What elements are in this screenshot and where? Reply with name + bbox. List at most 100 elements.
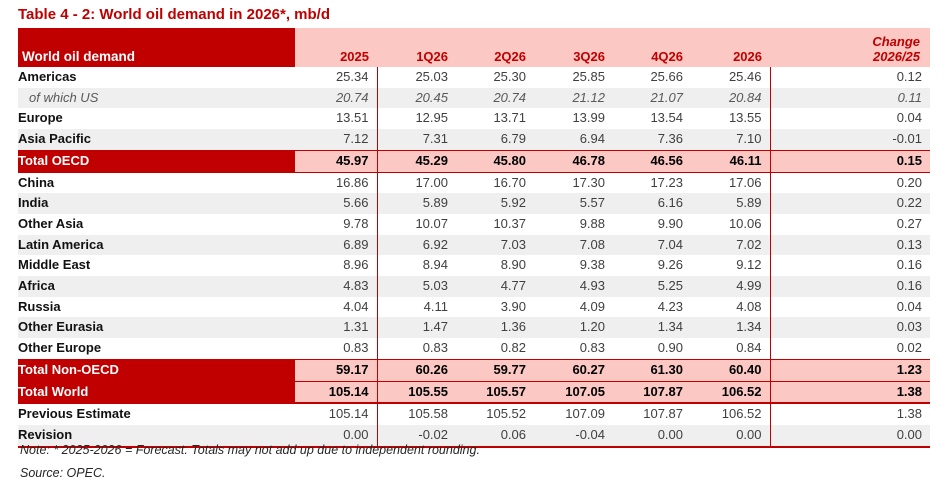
table-cell: 8.94 bbox=[422, 257, 448, 273]
footnote-note: Note: * 2025-2026 = Forecast. Totals may… bbox=[20, 443, 480, 457]
column-header-2q26: 2Q26 bbox=[456, 28, 534, 67]
table-cell: 6.94 bbox=[534, 129, 613, 151]
table-cell: 21.07 bbox=[613, 87, 691, 109]
change-header-line1: Change bbox=[872, 34, 920, 49]
table-cell: 0.83 bbox=[422, 340, 448, 356]
table-cell: 1.38 bbox=[770, 380, 930, 405]
table-cell: 7.03 bbox=[456, 234, 534, 256]
table-cell: 0.00 bbox=[691, 424, 771, 448]
table-row: Latin America 6.89 6.92 7.03 7.08 7.04 7.02 0.1… bbox=[18, 234, 930, 256]
row-label: Latin America bbox=[18, 234, 295, 256]
table-row: Africa 4.83 5.03 4.77 4.93 5.25 4.99 0.16 bbox=[18, 276, 930, 297]
table-cell: 5.57 bbox=[534, 193, 613, 214]
table-cell: 3.90 bbox=[500, 298, 526, 314]
table-cell: 13.99 bbox=[572, 110, 605, 126]
table-cell: 5.66 bbox=[295, 193, 378, 214]
row-label: Other Eurasia bbox=[18, 317, 295, 339]
table-cell: 0.16 bbox=[770, 276, 930, 297]
table-row: Middle East 8.96 8.94 8.90 9.38 9.26 9.12 0.16 bbox=[18, 255, 930, 277]
table-cell: 59.17 bbox=[295, 358, 378, 382]
table-cell: 1.23 bbox=[770, 358, 930, 382]
table-cell: 0.04 bbox=[896, 298, 922, 314]
row-label: India bbox=[18, 193, 295, 214]
table-cell: 1.31 bbox=[295, 317, 378, 339]
column-header-4q26: 4Q26 bbox=[613, 28, 691, 67]
table-row: Previous Estimate 105.14 105.58 105.52 107.0… bbox=[18, 403, 930, 425]
table-cell: 4.77 bbox=[456, 276, 534, 297]
table-cell: 107.87 bbox=[613, 380, 691, 405]
table-cell: 5.89 bbox=[377, 193, 456, 214]
column-header-2025: 2025 bbox=[295, 28, 377, 67]
table-cell: 0.83 bbox=[579, 340, 605, 356]
table-cell: 106.52 bbox=[691, 380, 771, 405]
footnote-source: Source: OPEC. bbox=[20, 466, 106, 480]
row-label: Previous Estimate bbox=[18, 406, 131, 422]
table-cell: 45.80 bbox=[456, 149, 534, 173]
table-cell: 0.82 bbox=[500, 340, 526, 356]
table-row: Total Non-OECD 59.17 60.26 59.77 60.27 61.30 6… bbox=[18, 358, 930, 382]
table-cell: 105.14 bbox=[295, 403, 378, 425]
table-cell: 0.16 bbox=[896, 257, 922, 273]
table-cell: 25.66 bbox=[650, 69, 683, 84]
table-cell: 4.11 bbox=[423, 298, 448, 314]
table-cell: 20.84 bbox=[691, 87, 771, 109]
table-cell: 60.40 bbox=[691, 358, 771, 382]
table-row: Russia 4.04 4.11 3.90 4.09 4.23 4.08 0.04 bbox=[18, 296, 930, 318]
table-cell: 7.10 bbox=[691, 129, 771, 151]
table-cell: 10.37 bbox=[493, 215, 526, 231]
table-cell: 61.30 bbox=[613, 358, 691, 382]
table-cell: 0.06 bbox=[456, 424, 534, 448]
column-header-change: Change 2026/25 bbox=[770, 28, 930, 67]
table-cell: 16.70 bbox=[493, 174, 526, 190]
row-label: Asia Pacific bbox=[18, 129, 295, 151]
table-cell: 45.29 bbox=[377, 149, 456, 173]
table-cell: 6.92 bbox=[377, 234, 456, 256]
table-cell: 107.87 bbox=[643, 406, 683, 422]
table-cell: 0.03 bbox=[770, 317, 930, 339]
table-row: Asia Pacific 7.12 7.31 6.79 6.94 7.36 7.10 -0.0… bbox=[18, 129, 930, 151]
table-cell: 60.26 bbox=[377, 358, 456, 382]
table-cell: 1.34 bbox=[613, 317, 691, 339]
row-label: Other Asia bbox=[18, 215, 84, 231]
table-row: Total World 105.14 105.55 105.57 107.05 107.8… bbox=[18, 380, 930, 405]
row-label: of which US bbox=[18, 87, 295, 109]
table-row: Revision 0.00 -0.02 0.06 -0.04 0.00 0.00 0.00 bbox=[18, 424, 930, 448]
table-cell: 0.02 bbox=[896, 340, 922, 356]
table-cell: 0.83 bbox=[295, 338, 378, 360]
table-cell: -0.01 bbox=[770, 129, 930, 151]
table-cell: 1.20 bbox=[534, 317, 613, 339]
table-cell: 0.12 bbox=[896, 69, 922, 84]
table-cell: 0.13 bbox=[770, 234, 930, 256]
table-cell: 16.86 bbox=[295, 172, 378, 194]
table-cell: 4.93 bbox=[534, 276, 613, 297]
table-cell: 0.00 bbox=[613, 424, 691, 448]
table-cell: 17.00 bbox=[415, 174, 448, 190]
row-label: Total World bbox=[18, 380, 295, 405]
table-cell: 5.89 bbox=[691, 193, 771, 214]
table-cell: 25.30 bbox=[493, 69, 526, 84]
table-cell: 20.74 bbox=[295, 87, 378, 109]
table-cell: 20.45 bbox=[377, 87, 456, 109]
column-header-1q26: 1Q26 bbox=[377, 28, 456, 67]
table-cell: 59.77 bbox=[456, 358, 534, 382]
table-row: China 16.86 17.00 16.70 17.30 17.23 17.06 0.20 bbox=[18, 172, 930, 194]
table-cell: -0.02 bbox=[377, 424, 456, 448]
row-label: Africa bbox=[18, 276, 295, 297]
column-header-3q26: 3Q26 bbox=[534, 28, 613, 67]
table-cell: 106.52 bbox=[691, 403, 771, 425]
table-cell: 60.27 bbox=[534, 358, 613, 382]
table-cell: 0.00 bbox=[770, 424, 930, 448]
table-row: Total OECD 45.97 45.29 45.80 46.78 46.56 46.11… bbox=[18, 149, 930, 173]
table-cell: 6.89 bbox=[295, 234, 378, 256]
table-cell: 20.74 bbox=[456, 87, 534, 109]
table-row: Other Asia 9.78 10.07 10.37 9.88 9.90 10.06 0.2… bbox=[18, 213, 930, 235]
table-cell: 4.09 bbox=[579, 298, 605, 314]
table-cell: 7.31 bbox=[377, 129, 456, 151]
table-cell: 25.34 bbox=[295, 67, 378, 88]
table-cell: 7.08 bbox=[534, 234, 613, 256]
table-cell: 25.85 bbox=[572, 69, 605, 84]
table-cell: 25.03 bbox=[415, 69, 448, 84]
table-cell: 10.06 bbox=[691, 213, 771, 235]
table-cell: 105.14 bbox=[295, 380, 378, 405]
table-cell: 9.12 bbox=[691, 255, 771, 277]
